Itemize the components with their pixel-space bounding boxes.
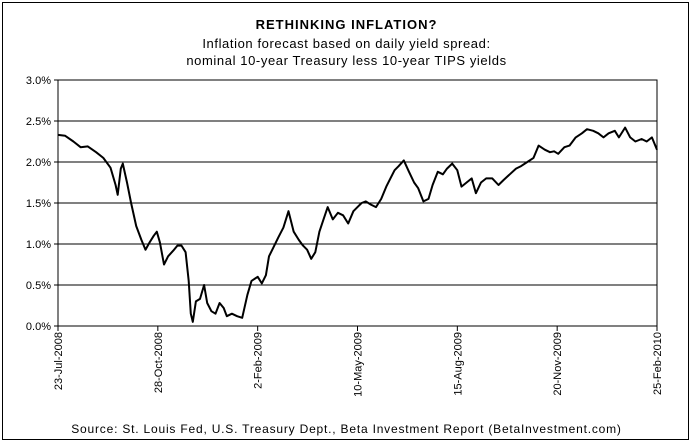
ytick-label-3: 1.5% bbox=[26, 198, 51, 210]
xtick-label-2: 2-Feb-2009 bbox=[253, 332, 265, 389]
source-note: Source: St. Louis Fed, U.S. Treasury Dep… bbox=[71, 422, 622, 436]
series-line bbox=[57, 126, 658, 323]
chart-subtitle-line2: nominal 10-year Treasury less 10-year TI… bbox=[186, 53, 507, 68]
xtick-label-5: 20-Nov-2009 bbox=[552, 332, 564, 396]
ytick-label-0: 0.0% bbox=[26, 321, 51, 333]
chart-subtitle-line1: Inflation forecast based on daily yield … bbox=[202, 36, 491, 51]
xtick-label-6: 25-Feb-2010 bbox=[652, 332, 664, 395]
xtick-label-0: 23-Jul-2008 bbox=[53, 332, 65, 390]
ytick-label-6: 3.0% bbox=[26, 75, 51, 87]
chart-title: RETHINKING INFLATION? bbox=[255, 17, 438, 32]
xtick-label-4: 15-Aug-2009 bbox=[452, 332, 464, 396]
ytick-label-2: 1.0% bbox=[26, 239, 51, 251]
xtick-label-3: 10-May-2009 bbox=[353, 332, 365, 397]
ytick-label-1: 0.5% bbox=[26, 280, 51, 292]
ytick-label-4: 2.0% bbox=[26, 157, 51, 169]
ytick-label-5: 2.5% bbox=[26, 116, 51, 128]
xtick-label-1: 28-Oct-2008 bbox=[153, 332, 165, 393]
